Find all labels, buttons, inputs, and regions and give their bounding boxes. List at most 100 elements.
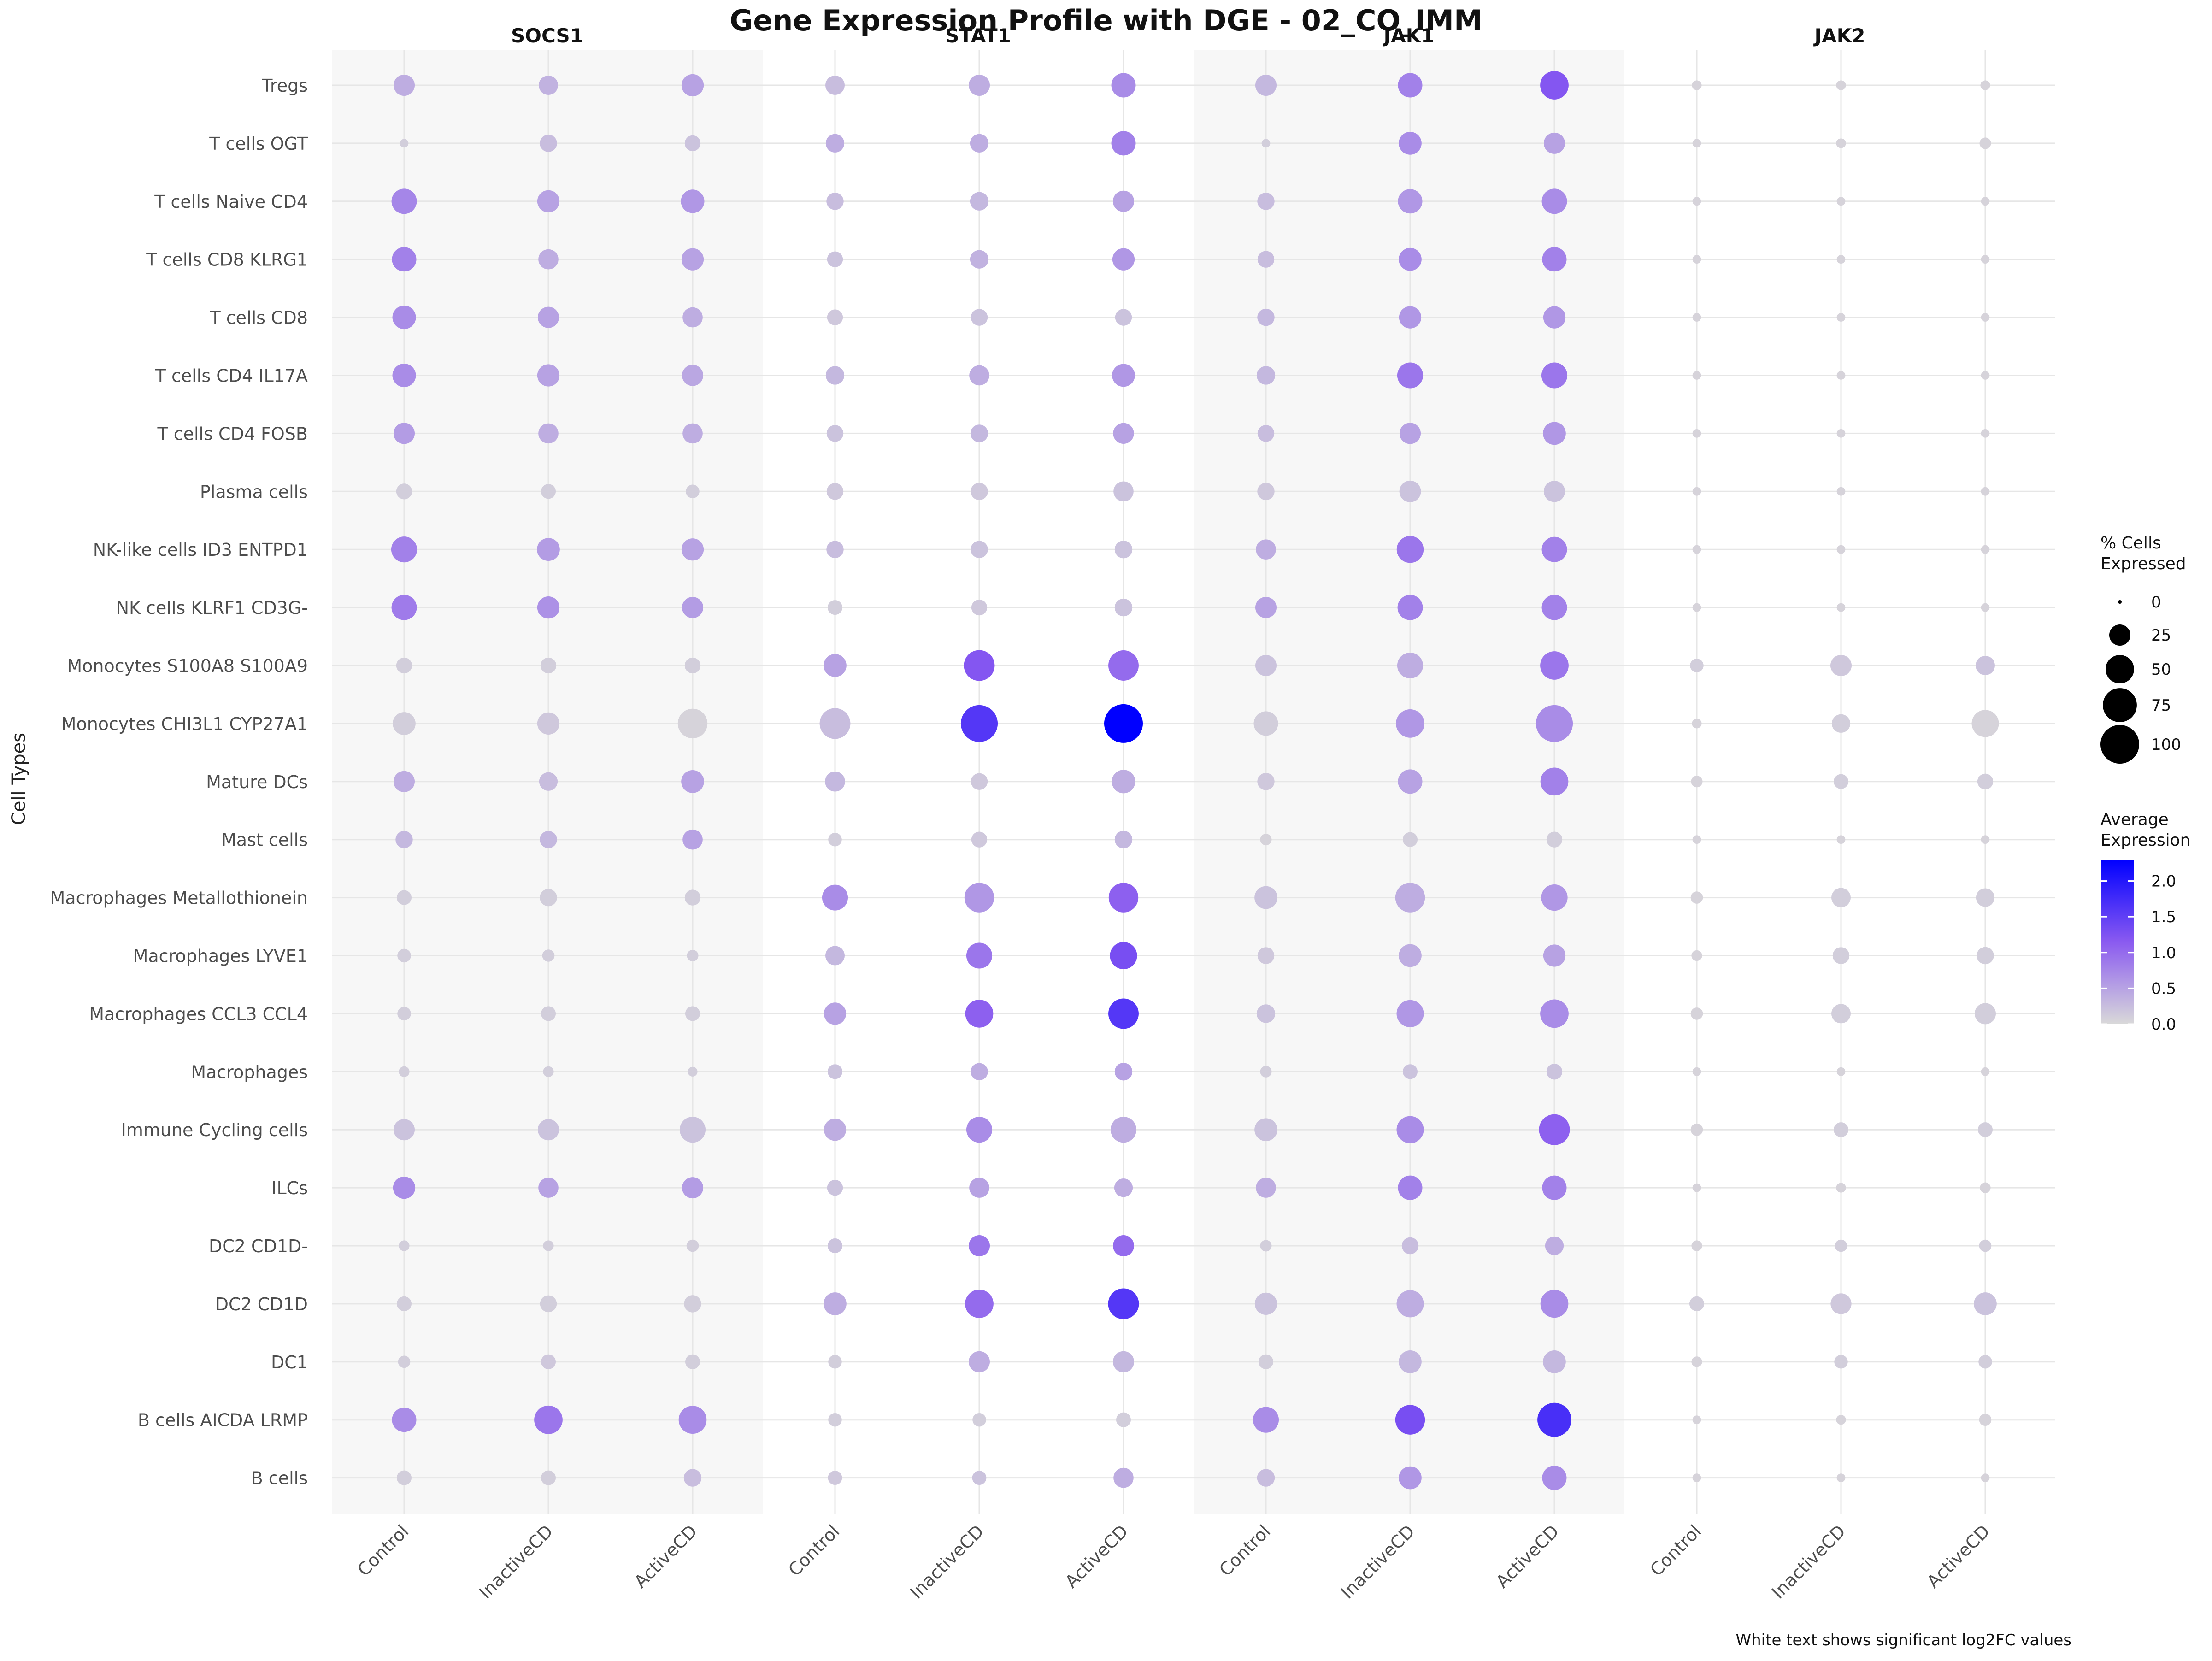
data-point (1692, 487, 1701, 496)
x-tick-label: Control (784, 1521, 843, 1580)
data-point (1110, 1117, 1137, 1143)
data-point (1539, 1114, 1570, 1145)
data-point (1833, 774, 1849, 789)
data-point (538, 249, 559, 270)
data-point (960, 705, 998, 742)
data-point (828, 1355, 842, 1369)
data-point (1540, 651, 1569, 680)
y-tick-label: Mature DCs (206, 772, 308, 792)
data-point (1260, 1240, 1272, 1252)
data-point (1981, 1067, 1990, 1076)
data-point (971, 599, 988, 616)
data-point (1113, 1351, 1134, 1372)
x-tick-label: ActiveCD (1492, 1521, 1563, 1592)
data-point (966, 942, 993, 969)
data-point (970, 134, 989, 153)
data-point (1830, 655, 1852, 676)
data-point (1692, 429, 1701, 438)
data-point (1692, 835, 1701, 844)
x-tick-label: InactiveCD (1768, 1521, 1849, 1602)
data-point (540, 830, 557, 848)
data-point (540, 1295, 557, 1313)
data-point (396, 890, 412, 905)
data-point (827, 1064, 843, 1079)
data-point (1975, 1003, 1996, 1025)
data-point (1260, 834, 1272, 846)
data-point (1974, 1292, 1997, 1315)
data-point (1399, 944, 1422, 967)
data-point (1542, 1466, 1567, 1490)
y-tick-label: T cells OGT (209, 134, 308, 154)
data-point (392, 247, 417, 272)
data-point (391, 536, 418, 563)
data-point (681, 538, 704, 561)
data-point (1980, 1182, 1991, 1193)
data-point (399, 1240, 410, 1251)
data-point (1692, 1067, 1701, 1076)
data-point (1546, 1064, 1563, 1080)
data-point (1257, 308, 1275, 326)
data-point (1836, 313, 1846, 322)
data-point (1692, 313, 1701, 322)
data-point (1980, 80, 1990, 90)
x-tick-label: ActiveCD (1923, 1521, 1994, 1592)
data-point (1396, 536, 1424, 563)
data-point (1692, 371, 1701, 380)
y-tick-label: B cells AICDA LRMP (138, 1410, 308, 1431)
data-point (1398, 189, 1423, 214)
data-point (966, 1117, 993, 1143)
data-point (1257, 1469, 1275, 1487)
data-point (1111, 73, 1136, 98)
data-point (1255, 75, 1277, 96)
data-point (1836, 487, 1846, 496)
data-point (1542, 247, 1567, 272)
data-point (824, 654, 847, 677)
data-point (828, 1471, 842, 1485)
data-point (1981, 313, 1990, 322)
data-point (1399, 480, 1421, 502)
data-point (1401, 1237, 1419, 1255)
data-point (396, 657, 412, 674)
y-tick-label: NK cells KLRF1 CD3G- (116, 598, 308, 618)
data-point (541, 1354, 556, 1369)
color-legend-label: 1.5 (2151, 908, 2176, 926)
data-point (541, 1006, 556, 1021)
data-point (1108, 883, 1139, 913)
data-point (682, 829, 703, 850)
color-legend-title: Expression (2100, 831, 2190, 850)
data-point (396, 483, 412, 500)
data-point (1398, 73, 1423, 98)
data-point (393, 712, 416, 735)
data-point (969, 365, 989, 386)
data-point (969, 1235, 990, 1256)
data-point (682, 307, 703, 328)
data-point (1396, 1000, 1424, 1027)
data-point (396, 1470, 412, 1485)
data-point (1257, 483, 1275, 501)
data-point (679, 1117, 706, 1143)
y-tick-label: Monocytes S100A8 S100A9 (67, 656, 308, 676)
data-point (542, 949, 555, 962)
data-point (1692, 545, 1701, 554)
data-point (1540, 999, 1569, 1028)
data-point (1253, 711, 1278, 736)
data-point (394, 75, 415, 96)
y-tick-label: Monocytes CHI3L1 CYP27A1 (61, 714, 308, 734)
data-point (965, 1000, 994, 1028)
size-legend-key (2109, 624, 2130, 646)
data-point (1254, 886, 1277, 909)
data-point (971, 541, 988, 558)
data-point (1692, 139, 1701, 148)
data-point (1977, 1122, 1993, 1137)
data-point (1256, 366, 1276, 385)
size-legend-title: Expressed (2100, 554, 2186, 573)
data-point (1395, 883, 1425, 913)
y-tick-label: Immune Cycling cells (121, 1120, 308, 1140)
y-tick-label: T cells CD8 (209, 308, 308, 328)
data-point (1399, 306, 1422, 329)
data-point (971, 773, 988, 790)
data-point (1260, 1066, 1272, 1078)
data-point (825, 366, 845, 385)
data-point (826, 425, 844, 442)
data-point (1258, 1354, 1274, 1369)
